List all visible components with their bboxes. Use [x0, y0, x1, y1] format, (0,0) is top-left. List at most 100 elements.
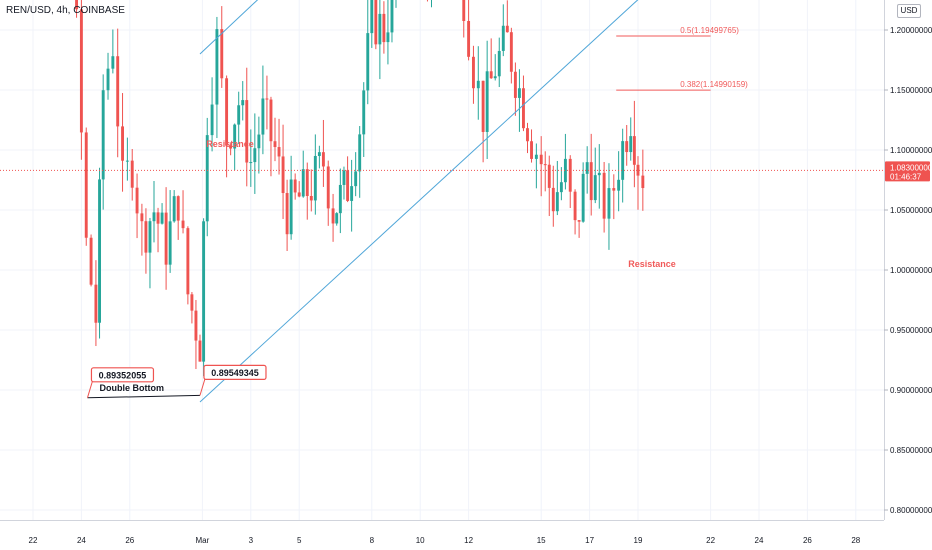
candle-body: [378, 13, 382, 45]
candle-body: [101, 90, 105, 180]
x-tick-label: 12: [464, 536, 473, 545]
candle-body: [111, 56, 115, 69]
candle-body: [289, 179, 293, 235]
candle-body: [555, 192, 559, 212]
candle-body: [135, 187, 139, 214]
candle-body: [617, 179, 621, 191]
candle-body: [602, 172, 606, 219]
candle-body: [237, 105, 241, 125]
candle-body: [190, 294, 194, 311]
candle-body: [241, 100, 245, 106]
x-tick-label: 26: [125, 536, 134, 545]
candle-body: [313, 155, 317, 201]
x-tick-label: 3: [249, 536, 254, 545]
candle-body: [501, 25, 505, 51]
candle-body: [261, 98, 265, 135]
candle-body: [301, 169, 305, 197]
double-bottom-callout: [90, 367, 155, 383]
candle-body: [198, 340, 202, 362]
candle-body: [346, 170, 350, 201]
resistance-label: Resistance: [206, 139, 254, 149]
y-tick-label: 0.80000000: [890, 506, 932, 515]
y-tick-label: 1.10000000: [890, 146, 932, 155]
candle-body: [164, 212, 168, 265]
candle-body: [116, 56, 120, 127]
candle-body: [277, 147, 281, 157]
candle-body: [156, 212, 160, 224]
candle-body: [597, 172, 601, 176]
candle-body: [629, 136, 633, 153]
candle-body: [370, 0, 374, 34]
candle-body: [331, 208, 335, 224]
candle-body: [225, 78, 229, 146]
x-tick-label: Mar: [196, 536, 210, 545]
candle-body: [253, 148, 257, 163]
x-tick-label: 28: [851, 536, 860, 545]
y-tick-label: 0.95000000: [890, 326, 932, 335]
candle-body: [374, 0, 378, 45]
candle-body: [621, 141, 625, 180]
candle-body: [309, 195, 313, 201]
candle-body: [220, 29, 224, 79]
candle-body: [585, 162, 589, 174]
candle-body: [493, 76, 497, 79]
candle-body: [471, 56, 475, 89]
candle-body: [386, 32, 390, 43]
candle-body: [140, 213, 144, 222]
last-price-value: 1.08300000: [890, 163, 932, 172]
price-axis-background: [884, 0, 932, 550]
candle-body: [265, 98, 269, 100]
candle-body: [551, 187, 555, 212]
x-tick-label: 22: [706, 536, 715, 545]
candle-body: [79, 9, 83, 133]
candle-body: [354, 171, 358, 187]
x-tick-label: 19: [634, 536, 643, 545]
currency-button[interactable]: USD: [897, 4, 921, 18]
candle-body: [641, 175, 645, 189]
candle-body: [94, 284, 98, 323]
candle-body: [181, 220, 185, 229]
candle-body: [366, 33, 370, 91]
x-tick-label: 8: [370, 536, 375, 545]
candlestick-series: [75, 0, 645, 377]
x-tick-label: 17: [585, 536, 594, 545]
candle-body: [317, 152, 321, 156]
candle-body: [257, 134, 261, 149]
candle-body: [321, 152, 325, 167]
candle-body: [186, 228, 190, 295]
candle-body: [497, 50, 501, 77]
candle-body: [382, 13, 386, 43]
candle-body: [293, 179, 297, 193]
fib-level-label: 0.5(1.19499765): [680, 26, 739, 35]
y-tick-label: 1.05000000: [890, 206, 932, 215]
candle-body: [121, 126, 124, 161]
candle-body: [358, 134, 362, 172]
candle-body: [210, 104, 214, 136]
candle-body: [559, 182, 563, 193]
fib-level-label: 0.382(1.14990159): [680, 80, 748, 89]
candle-body: [530, 141, 533, 159]
candle-body: [526, 128, 529, 142]
double-bottom-callout: [203, 364, 267, 380]
candle-body: [152, 212, 156, 222]
candle-body: [342, 170, 346, 185]
candle-body: [517, 88, 521, 98]
x-tick-label: 15: [537, 536, 546, 545]
candle-body: [215, 29, 219, 105]
candle-body: [194, 310, 198, 341]
candle-body: [269, 99, 273, 142]
candle-body: [202, 221, 206, 362]
candle-body: [390, 0, 394, 33]
y-tick-label: 0.90000000: [890, 386, 932, 395]
double-bottom-label: Double Bottom: [99, 383, 164, 393]
candle-body: [589, 162, 593, 201]
candle-body: [534, 154, 538, 159]
x-tick-label: 5: [297, 536, 302, 545]
candle-body: [176, 196, 180, 221]
last-price-countdown: 01:46:37: [890, 172, 922, 181]
candle-body: [485, 71, 489, 132]
candle-body: [476, 80, 480, 89]
candle-body: [350, 186, 354, 201]
